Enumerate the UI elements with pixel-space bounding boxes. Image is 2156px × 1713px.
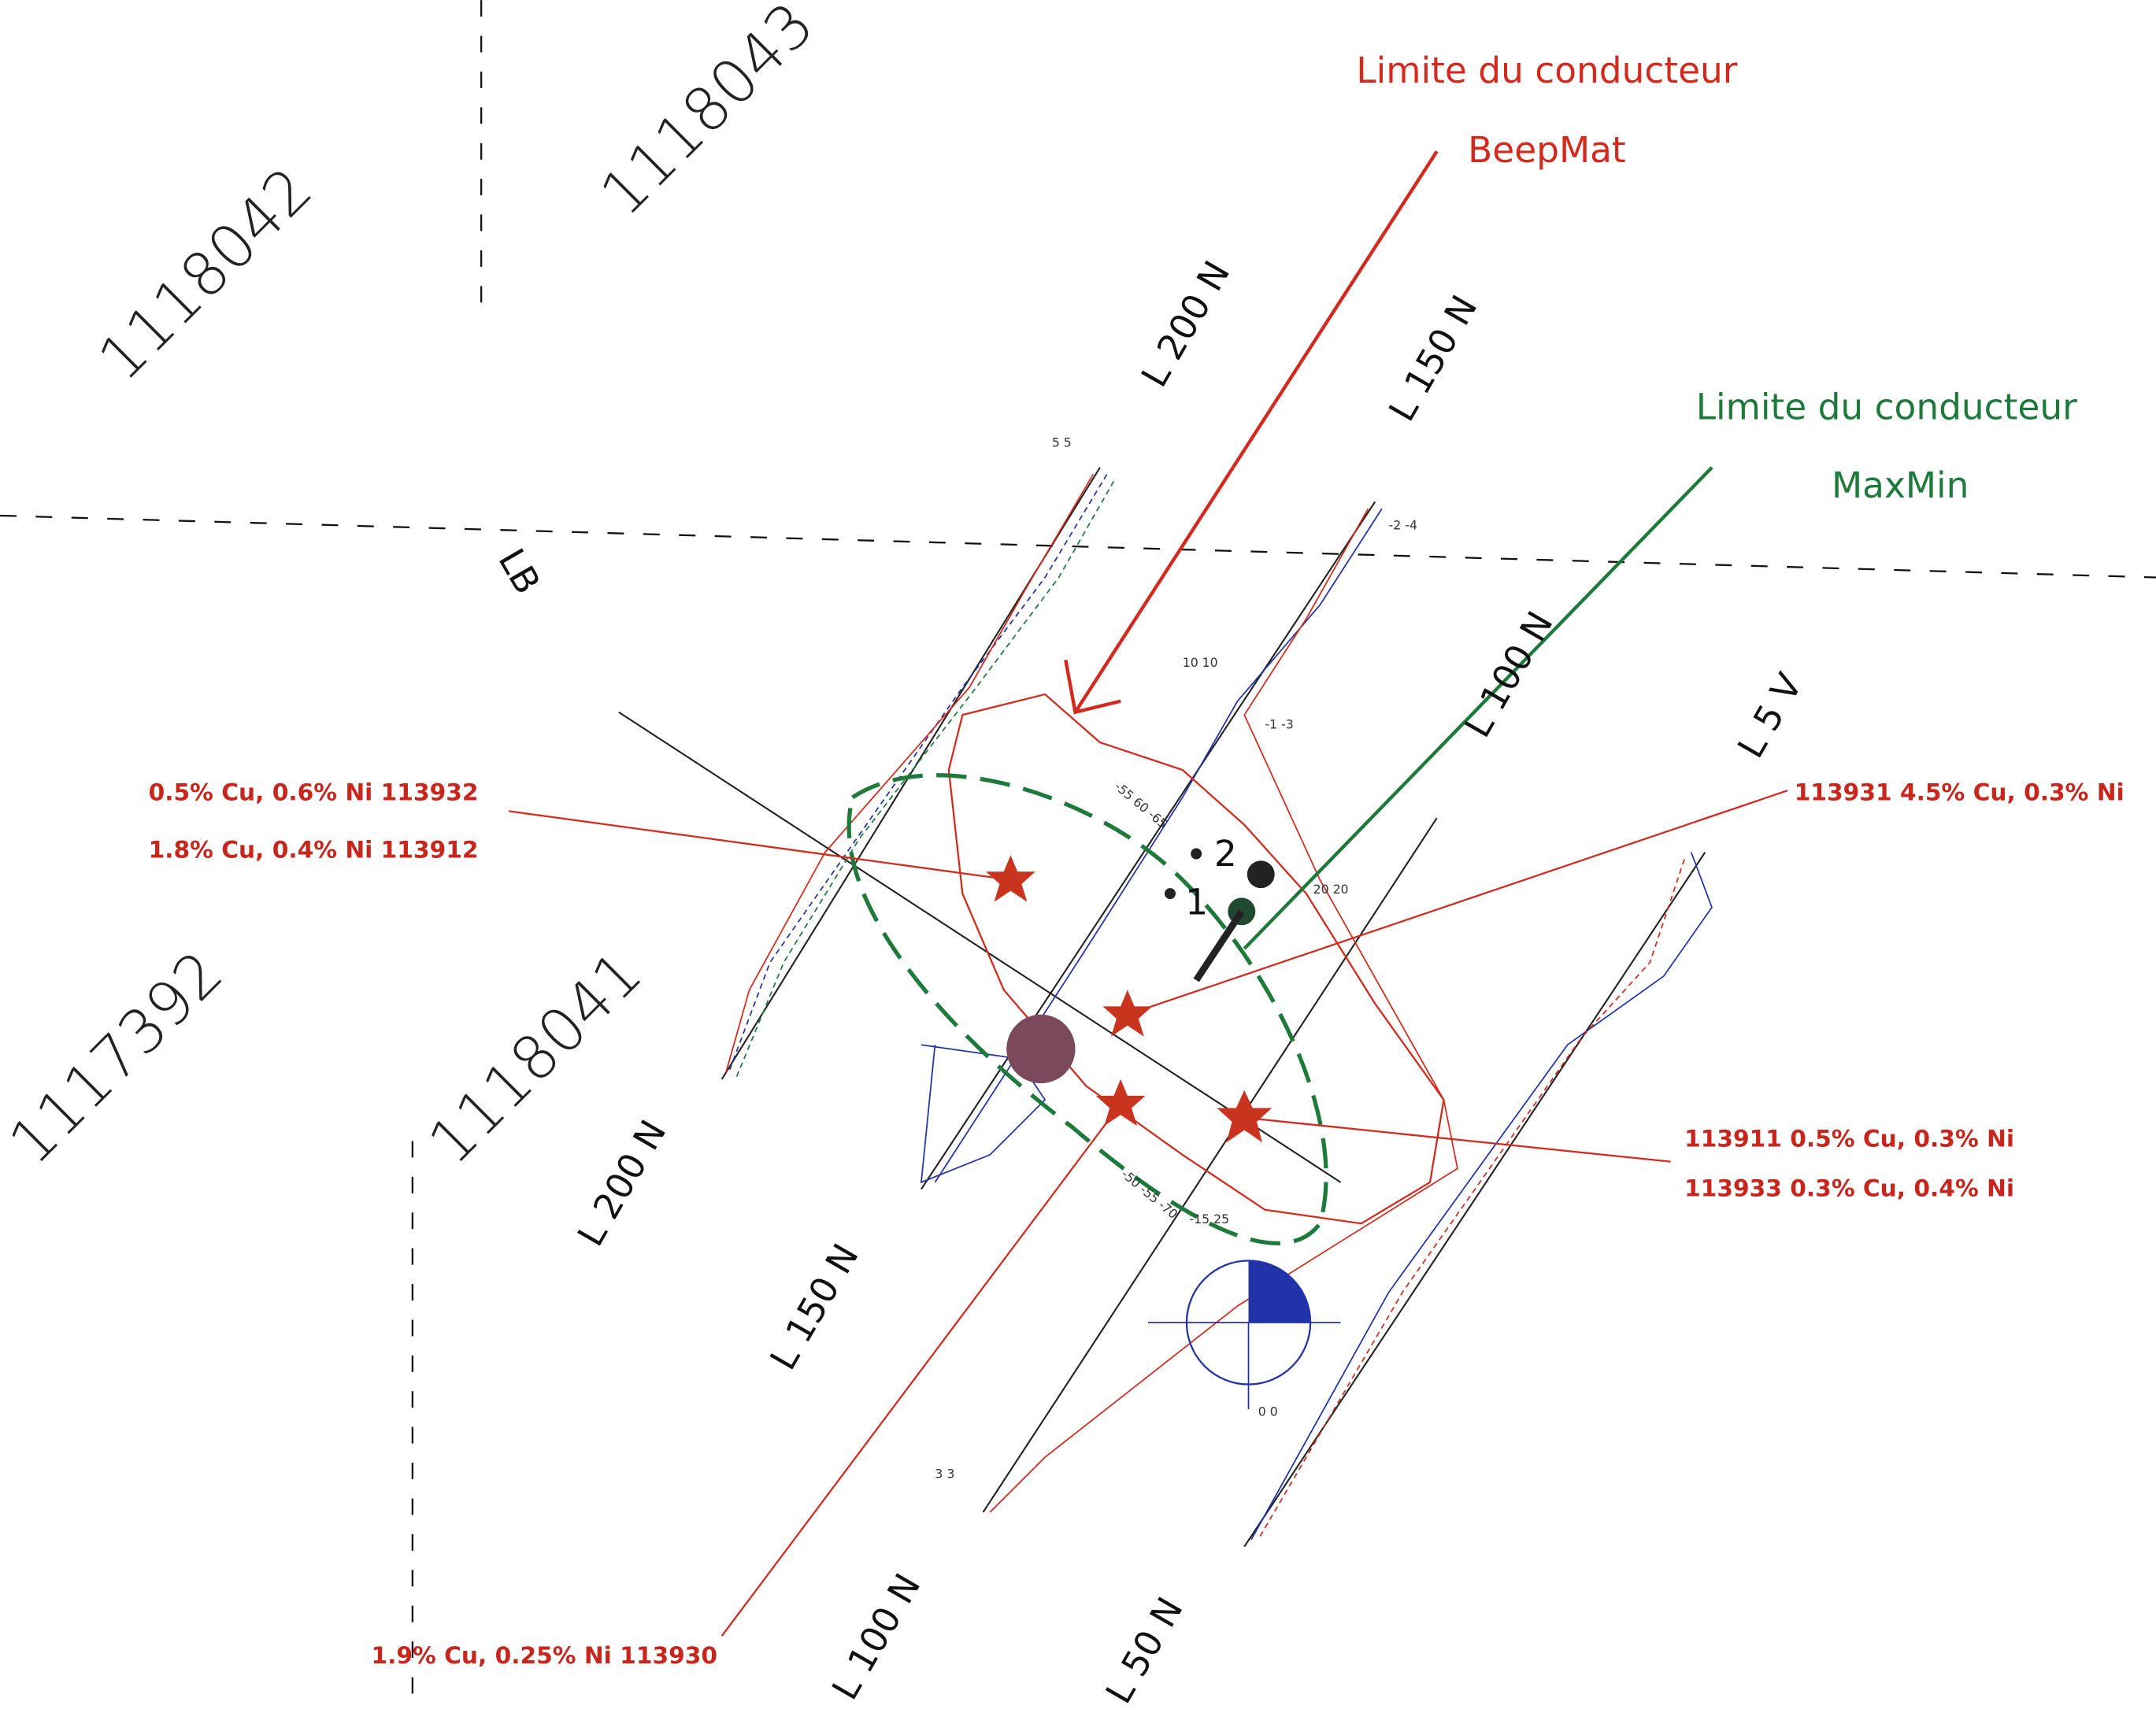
line-label: L 200 N bbox=[569, 1113, 674, 1253]
maxmin-conductor bbox=[846, 773, 1328, 1245]
profile-label: -2 -4 bbox=[1389, 517, 1417, 532]
sample-label: 0.5% Cu, 0.6% Ni 113932 bbox=[149, 778, 479, 805]
line-label: L 50 N bbox=[1098, 1590, 1191, 1711]
line-label: L 200 N bbox=[1133, 254, 1238, 394]
sample-label: 1.9% Cu, 0.25% Ni 113930 bbox=[371, 1641, 717, 1669]
claim-number: 1118043 bbox=[587, 0, 828, 230]
claim-number: 1118042 bbox=[86, 154, 326, 394]
arrow-head bbox=[1064, 659, 1121, 715]
legend-title: Limite du conducteur bbox=[1356, 50, 1737, 91]
target-symbol bbox=[1148, 1260, 1341, 1409]
sample-label: 113911 0.5% Cu, 0.3% Ni bbox=[1684, 1124, 2014, 1152]
profile-label: -50 -55 -70 bbox=[1119, 1167, 1181, 1222]
baseline-label: LB bbox=[490, 542, 548, 601]
profile-label: -1 -3 bbox=[1265, 717, 1293, 732]
sample-stars bbox=[986, 855, 1272, 1143]
line-label: L 100 N bbox=[824, 1567, 928, 1707]
legend-title: Limite du conducteur bbox=[1696, 387, 2077, 428]
claim-number: 1117392 bbox=[0, 938, 236, 1178]
legend-name: MaxMin bbox=[1832, 464, 1969, 506]
sample-label: 113931 4.5% Cu, 0.3% Ni bbox=[1795, 778, 2125, 805]
profile-label: 0 0 bbox=[1258, 1404, 1278, 1419]
sample-leaders bbox=[508, 790, 1788, 1637]
profile-label: 5 5 bbox=[1052, 435, 1072, 450]
line-label: L 100 N bbox=[1456, 605, 1561, 745]
profile-label: -15 25 bbox=[1189, 1212, 1229, 1226]
drill-hole-label: 2 bbox=[1214, 833, 1237, 875]
legend-name: BeepMat bbox=[1468, 129, 1626, 171]
profile-label: 3 3 bbox=[935, 1466, 954, 1481]
profiles bbox=[725, 474, 1713, 1541]
drill-hole-label: 1 bbox=[1185, 881, 1208, 923]
claim-number: 1118041 bbox=[416, 938, 656, 1178]
sample-label: 1.8% Cu, 0.4% Ni 113912 bbox=[149, 836, 479, 864]
profile-label: -55 60 -65 bbox=[1112, 779, 1170, 831]
drill-holes bbox=[1165, 848, 1275, 982]
beepmat-conductor bbox=[947, 693, 1445, 1225]
line-label: L 150 N bbox=[1380, 288, 1485, 428]
sample-label: 113933 0.3% Cu, 0.4% Ni bbox=[1684, 1174, 2014, 1201]
outcrop bbox=[1006, 1014, 1076, 1084]
maxmin-arrow bbox=[1243, 466, 1713, 950]
line-label: L 150 N bbox=[762, 1237, 867, 1377]
beepmat-arrow bbox=[1073, 150, 1439, 713]
line-label: L 5 V bbox=[1729, 666, 1810, 764]
profile-label: 10 10 bbox=[1183, 655, 1218, 670]
profile-label: 20 20 bbox=[1313, 882, 1349, 897]
